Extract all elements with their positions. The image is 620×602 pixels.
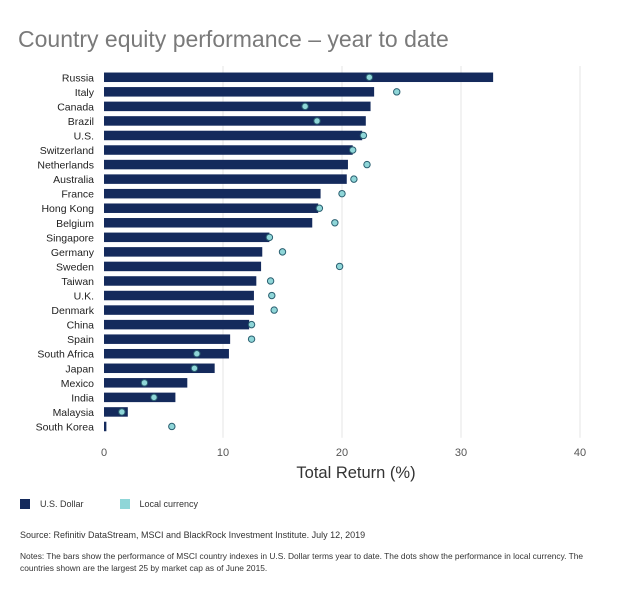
bar-usd [104,101,371,112]
dot-local-currency [190,364,199,372]
category-label: China [67,320,95,332]
bar-usd [104,203,319,213]
category-label: Sweden [56,261,94,273]
dot-local-currency [268,291,276,300]
category-label: Mexico [61,378,94,390]
bar-usd [104,159,348,170]
dot-local-currency [265,233,274,242]
bar-usd [104,145,353,155]
category-label: Spain [67,334,94,346]
dot-local-currency [315,204,324,212]
category-label: France [61,189,94,201]
dot-local-currency [278,248,287,256]
legend-label-local: Local currency [139,499,199,509]
category-label: Australia [53,174,94,186]
category-label: Germany [51,247,95,259]
dot-local-currency [301,102,309,111]
bar-usd [104,319,250,330]
category-label: Malaysia [53,407,95,419]
dot-local-currency [150,393,158,402]
dot-local-currency [359,131,368,140]
category-label: India [71,392,94,404]
dot-local-currency [247,335,256,343]
bar-usd [104,290,254,301]
bar-usd [104,87,375,97]
dot-local-currency [350,175,358,183]
x-axis-label: Total Return (%) [296,464,415,482]
bar-usd [104,392,176,403]
category-label: Switzerland [40,145,94,157]
dot-local-currency [193,350,201,358]
dot-local-currency [140,379,149,387]
x-tick-label: 30 [455,447,467,459]
dot-local-currency [266,277,275,285]
category-label: U.K. [74,291,94,303]
legend-swatch-local [119,499,130,509]
category-label: U.S. [74,130,94,142]
bar-usd [104,407,128,417]
bar-usd [104,72,494,83]
category-label: Singapore [46,232,94,244]
category-label: South Korea [36,421,95,433]
x-axis-ticks: 0 10 20 30 40 [101,447,586,459]
bar-chart: Russia Italy Canada Brazil U.S. Switzerland Ne… [36,66,586,482]
bar-usd [104,188,321,199]
bar-usd [104,247,263,257]
category-labels: Russia Italy Canada Brazil U.S. Switzerland Ne… [36,72,95,433]
category-label: Netherlands [37,160,94,172]
dot-local-currency [363,160,371,169]
x-tick-label: 20 [336,447,348,459]
bar-usd [104,348,229,359]
category-label: South Africa [37,349,94,361]
bar-usd [104,116,366,126]
category-label: Canada [57,101,94,113]
category-label: Italy [75,87,95,99]
bar-usd [104,174,347,184]
source-text: Source: Refinitiv DataStream, MSCI and B… [20,530,366,540]
dot-local-currency [349,146,357,154]
category-label: Russia [62,72,94,84]
notes-text: Notes: The bars show the performance of … [20,551,584,573]
category-label: Belgium [56,218,94,230]
local-currency-dots [118,73,401,431]
bar-usd [104,334,231,344]
legend-swatch-usd [20,499,30,509]
bar-usd [104,305,254,315]
x-tick-label: 10 [217,447,229,459]
category-label: Brazil [68,116,94,128]
dot-local-currency [247,320,256,329]
dot-local-currency [118,408,126,416]
dot-local-currency [338,189,346,198]
chart-legend: U.S. Dollar Local currency [20,499,234,509]
bar-usd [104,421,107,432]
legend-item-local: Local currency [119,499,199,509]
bar-usd [104,218,313,228]
dot-local-currency [331,219,339,227]
dot-local-currency [168,422,176,431]
usd-bars [104,72,494,432]
x-tick-label: 40 [574,447,586,459]
category-label: Hong Kong [41,203,94,215]
x-tick-label: 0 [101,447,107,459]
dot-local-currency [270,306,278,314]
dot-local-currency [365,73,374,81]
category-label: Japan [65,363,94,375]
bar-usd [104,232,270,243]
chart-title: Country equity performance – year to dat… [18,26,449,52]
dot-local-currency [335,262,344,271]
bar-usd [104,130,363,141]
legend-item-usd: U.S. Dollar [20,499,84,509]
bar-usd [104,276,257,286]
dot-local-currency [393,88,401,96]
legend-label-usd: U.S. Dollar [40,499,84,509]
dot-local-currency [313,117,321,125]
category-label: Taiwan [61,276,94,288]
bar-usd [104,363,215,374]
bar-usd [104,261,262,272]
category-label: Denmark [51,305,94,317]
